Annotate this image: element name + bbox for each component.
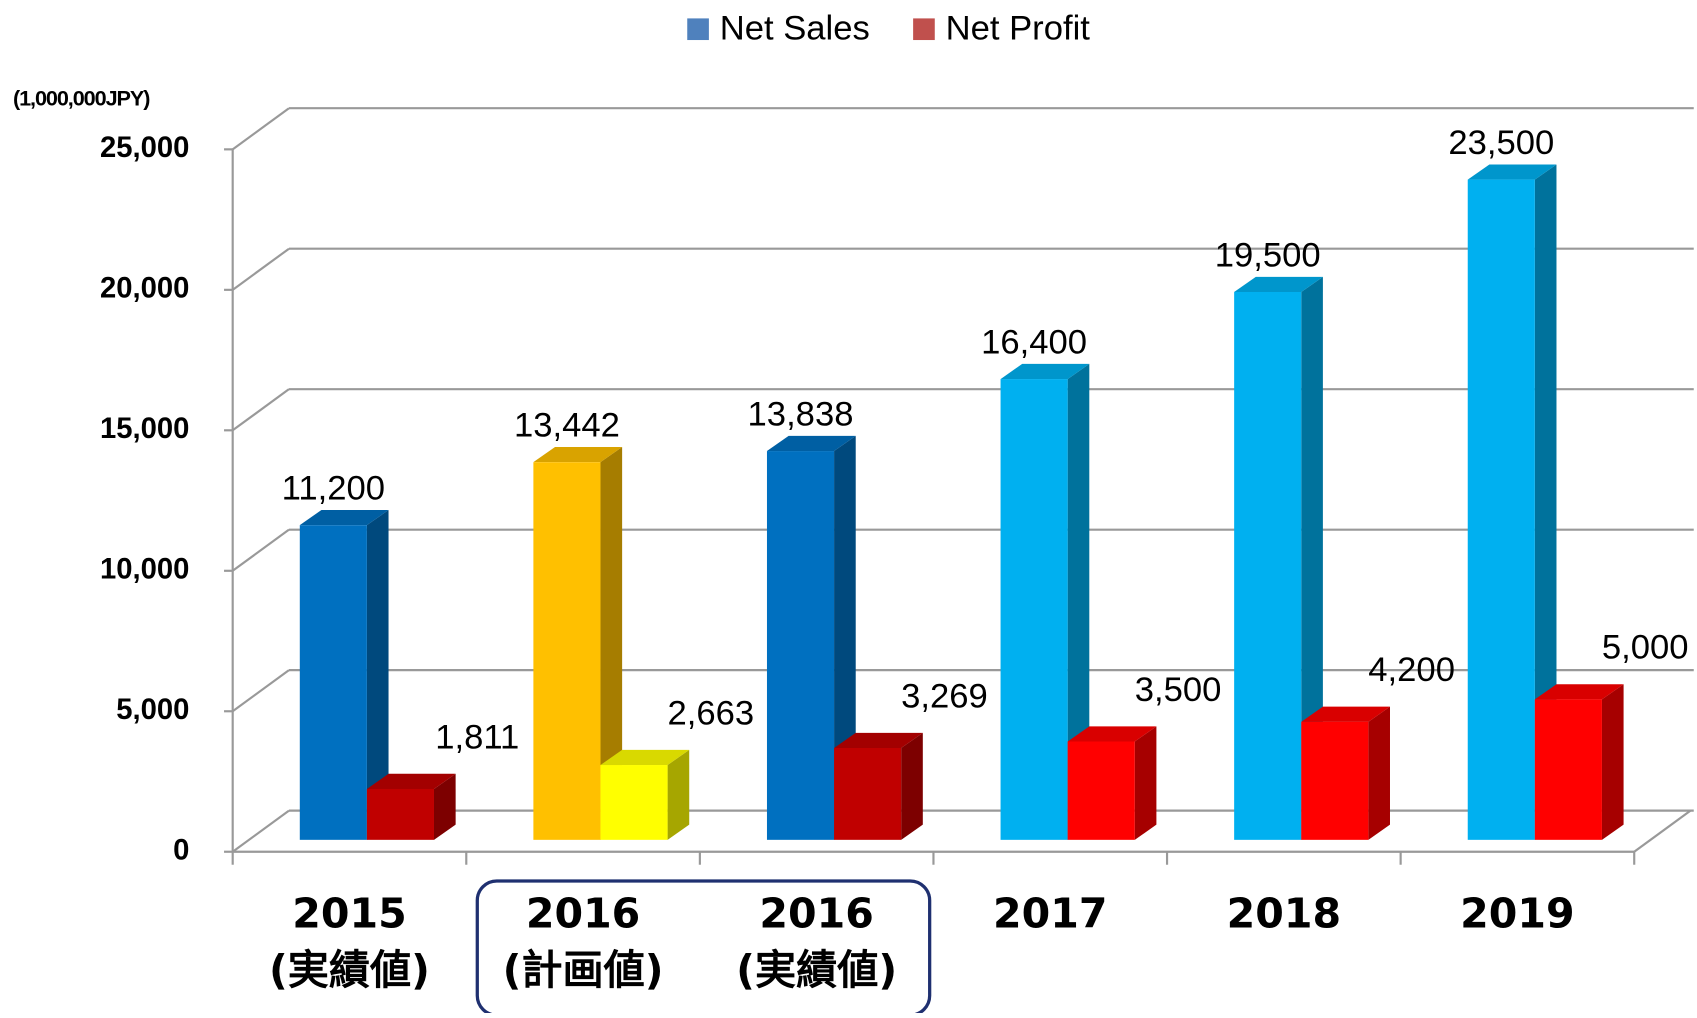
grid-line xyxy=(232,669,290,713)
bar-top xyxy=(366,773,456,789)
bar xyxy=(1067,741,1135,840)
bar-top xyxy=(1534,684,1624,700)
bar xyxy=(834,747,902,840)
bar-side xyxy=(1301,276,1323,840)
data-label: 13,838 xyxy=(748,396,854,434)
x-tick-label: 2018 xyxy=(1226,889,1342,938)
x-tick-label: 2016 (実績値) xyxy=(736,889,898,994)
x-tick-label-box: 2016 (実績値) xyxy=(736,889,898,994)
bar-side xyxy=(1067,363,1090,840)
bar-top xyxy=(533,447,623,463)
bar-side xyxy=(1134,726,1157,840)
bar xyxy=(766,451,835,840)
bar-top xyxy=(1234,276,1323,292)
data-label: 1,811 xyxy=(435,718,519,756)
data-label: 3,269 xyxy=(901,677,988,715)
x-tick-label: 2019 xyxy=(1460,889,1575,938)
y-tick-label: 0 xyxy=(173,834,189,866)
x-tick-label-box: 2015 (実績値) xyxy=(268,889,430,994)
y-tick-label: 5,000 xyxy=(116,694,189,726)
bar xyxy=(299,525,367,840)
floor-edge xyxy=(1633,809,1692,853)
x-tick-label-box: 2018 xyxy=(1226,889,1342,938)
y-tick-label: 15,000 xyxy=(100,413,189,445)
x-tick-label-box: 2019 xyxy=(1460,889,1575,938)
bar-top xyxy=(299,510,389,526)
legend-label: Net Sales xyxy=(720,9,870,47)
legend-label: Net Profit xyxy=(946,9,1091,47)
bar-side xyxy=(366,510,389,840)
bar-side xyxy=(600,447,623,840)
data-label: 16,400 xyxy=(981,324,1087,362)
bar xyxy=(1467,179,1535,840)
bar-top xyxy=(1301,706,1390,722)
bar xyxy=(1301,721,1369,840)
bar-top xyxy=(1067,726,1157,742)
data-label: 19,500 xyxy=(1215,236,1321,274)
x-tick-label: 2015 (実績値) xyxy=(268,889,430,994)
grid-line xyxy=(232,388,290,432)
bar-top xyxy=(1000,363,1090,380)
bar xyxy=(1000,379,1068,840)
bar-side xyxy=(1601,684,1624,840)
grid-line xyxy=(232,247,290,291)
data-label: 23,500 xyxy=(1448,124,1554,162)
bar-side xyxy=(433,773,456,840)
grid-line xyxy=(232,528,290,572)
grid-line xyxy=(232,107,290,151)
bar-side xyxy=(667,749,690,840)
bar-side xyxy=(1368,706,1390,840)
legend-swatch xyxy=(687,18,709,41)
y-tick-label: 20,000 xyxy=(100,273,189,305)
data-label: 2,663 xyxy=(668,694,755,732)
x-tick-label-box: 2016 (計画値) xyxy=(502,889,664,994)
bar-top xyxy=(766,435,856,452)
bar-top xyxy=(1467,164,1557,180)
bar xyxy=(366,788,434,840)
x-tick-label: 2017 xyxy=(993,889,1108,938)
y-tick-label: 25,000 xyxy=(100,132,189,164)
legend-swatch xyxy=(913,18,935,41)
bar-side xyxy=(1534,164,1557,840)
y-tick-label: 10,000 xyxy=(100,554,189,586)
bar xyxy=(1534,699,1602,840)
grid-line xyxy=(232,809,290,853)
data-label: 11,200 xyxy=(282,470,385,508)
bar-top xyxy=(600,749,690,766)
x-tick-label: 2016 (計画値) xyxy=(502,889,664,994)
data-label: 5,000 xyxy=(1602,629,1689,667)
data-label: 3,500 xyxy=(1135,671,1222,709)
bar xyxy=(533,462,601,840)
x-tick-label-box: 2017 xyxy=(993,889,1108,938)
bar xyxy=(1234,291,1302,840)
bar xyxy=(600,765,668,840)
bar-top xyxy=(834,732,923,748)
bar-side xyxy=(901,732,923,840)
data-label: 13,442 xyxy=(514,407,620,445)
y-axis-label: (1,000,000JPY) xyxy=(13,85,150,110)
data-label: 4,200 xyxy=(1368,651,1455,689)
